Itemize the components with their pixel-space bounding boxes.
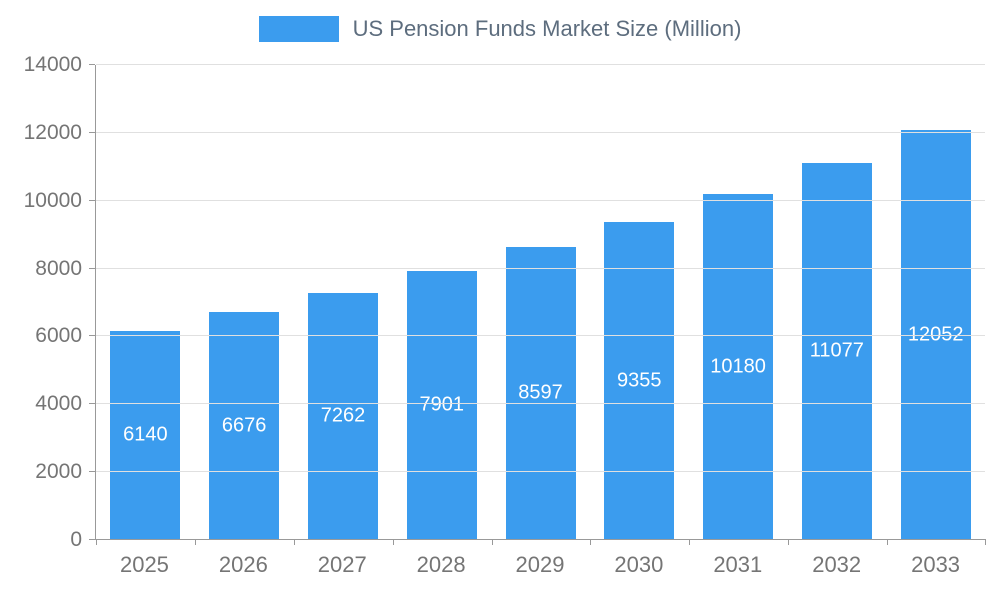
x-tick-mark (194, 539, 196, 545)
y-tick-mark (89, 199, 95, 201)
y-tick-mark (89, 403, 95, 405)
bar-slot: 12052 (886, 65, 985, 539)
x-tick-label: 2033 (911, 552, 961, 577)
x-tick-mark (887, 539, 889, 545)
x-tick-mark (985, 539, 986, 545)
x-tick-label: 2028 (416, 552, 466, 577)
bar: 7901 (406, 271, 477, 539)
bar: 6676 (209, 312, 280, 539)
x-tick-label: 2030 (614, 552, 664, 577)
x-tick-label: 2025 (119, 552, 169, 577)
bar-slot: 11077 (787, 65, 886, 539)
y-tick-mark (89, 539, 95, 540)
bar: 11077 (801, 163, 872, 539)
bar-value-label: 7262 (320, 404, 366, 427)
x-tick-mark (590, 539, 592, 545)
y-tick-label: 10000 (23, 188, 82, 212)
bar-value-label: 7901 (419, 393, 464, 416)
x-tick-label: 2031 (713, 552, 763, 577)
y-tick-mark (89, 471, 95, 473)
bar-slot: 7262 (294, 65, 393, 539)
bar-value-label: 11077 (809, 339, 864, 362)
bar-value-label: 9355 (617, 369, 662, 391)
x-tick-label: 2027 (317, 552, 367, 577)
bar-value-label: 12052 (907, 323, 964, 345)
y-tick-label: 14000 (23, 53, 82, 76)
bar-slot: 6140 (96, 65, 195, 539)
x-tick-mark (491, 539, 493, 545)
bar-slot: 9355 (590, 65, 689, 539)
y-tick-label: 4000 (35, 392, 82, 416)
y-axis: 0 2000 4000 6000 8000 10000 12000 14000 (0, 53, 82, 551)
bar-slot: 10180 (689, 65, 788, 539)
bar: 6140 (110, 331, 181, 539)
y-tick-mark (89, 131, 95, 133)
bar-slot: 8597 (491, 65, 590, 539)
x-tick-label: 2029 (515, 552, 565, 577)
bar-value-label: 8597 (518, 381, 563, 404)
y-tick-label: 2000 (35, 460, 82, 484)
x-tick-label: 2032 (812, 552, 862, 577)
bar: 9355 (604, 222, 675, 539)
bar-value-label: 6676 (221, 414, 267, 436)
bar-slot: 7901 (392, 65, 491, 539)
y-tick-label: 6000 (35, 324, 82, 348)
x-tick-mark (788, 539, 790, 545)
gridline (96, 335, 985, 337)
bars-row: 6140 6676 7262 7901 8597 9355 10180 11077 12052 (96, 65, 985, 539)
gridline (96, 471, 985, 473)
y-tick-mark (89, 335, 95, 337)
gridline (96, 131, 985, 133)
bar-value-label: 6140 (123, 423, 168, 446)
bar: 8597 (505, 247, 576, 539)
x-tick-mark (96, 539, 97, 545)
bar-slot: 6676 (195, 65, 294, 539)
x-tick-mark (689, 539, 691, 545)
gridline (96, 403, 985, 405)
plot-area: 6140 6676 7262 7901 8597 9355 10180 11077 12052 (89, 64, 986, 545)
y-tick-mark (89, 267, 95, 269)
gridline (96, 199, 985, 201)
y-tick-label: 0 (70, 528, 82, 551)
x-tick-mark (293, 539, 295, 545)
y-tick-mark (89, 64, 95, 65)
legend-swatch (258, 16, 339, 42)
bar: 12052 (900, 130, 971, 539)
gridline (96, 267, 985, 269)
y-tick-label: 12000 (23, 120, 82, 144)
bar-value-label: 10180 (710, 355, 766, 377)
x-tick-mark (392, 539, 394, 545)
gridline (96, 64, 985, 65)
x-tick-label: 2026 (218, 552, 268, 577)
legend-label: US Pension Funds Market Size (Million) (352, 16, 742, 41)
x-axis: 2025 2026 2027 2028 2029 2030 2031 2032 2033 (95, 552, 985, 578)
legend[interactable]: US Pension Funds Market Size (Million) (0, 16, 1000, 42)
bar: 10180 (703, 194, 774, 539)
y-tick-label: 8000 (35, 256, 82, 280)
bar: 7262 (307, 293, 378, 539)
